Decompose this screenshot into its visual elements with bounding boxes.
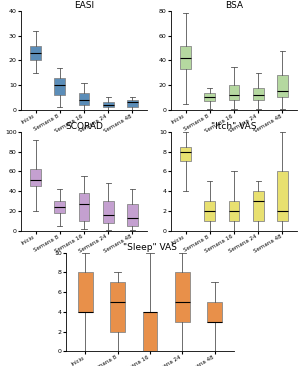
PathPatch shape	[78, 272, 93, 312]
PathPatch shape	[180, 146, 191, 161]
Title: "Itch" VAS: "Itch" VAS	[211, 122, 257, 131]
PathPatch shape	[204, 201, 215, 221]
PathPatch shape	[30, 169, 41, 186]
PathPatch shape	[253, 191, 264, 221]
PathPatch shape	[253, 87, 264, 100]
Title: EASI: EASI	[74, 1, 94, 10]
Title: BSA: BSA	[225, 1, 243, 10]
PathPatch shape	[54, 201, 65, 213]
Title: SCORAD: SCORAD	[65, 122, 103, 131]
PathPatch shape	[79, 93, 89, 105]
PathPatch shape	[204, 93, 215, 101]
PathPatch shape	[79, 193, 89, 221]
Title: "Sleep" VAS: "Sleep" VAS	[123, 243, 177, 252]
PathPatch shape	[180, 46, 191, 69]
PathPatch shape	[229, 201, 239, 221]
PathPatch shape	[229, 85, 239, 100]
PathPatch shape	[127, 100, 138, 107]
PathPatch shape	[175, 272, 190, 322]
PathPatch shape	[54, 78, 65, 95]
PathPatch shape	[103, 201, 114, 223]
PathPatch shape	[127, 204, 138, 225]
PathPatch shape	[30, 46, 41, 60]
PathPatch shape	[207, 302, 222, 322]
PathPatch shape	[103, 102, 114, 107]
PathPatch shape	[143, 312, 157, 351]
PathPatch shape	[277, 75, 288, 97]
PathPatch shape	[110, 282, 125, 332]
PathPatch shape	[277, 171, 288, 221]
